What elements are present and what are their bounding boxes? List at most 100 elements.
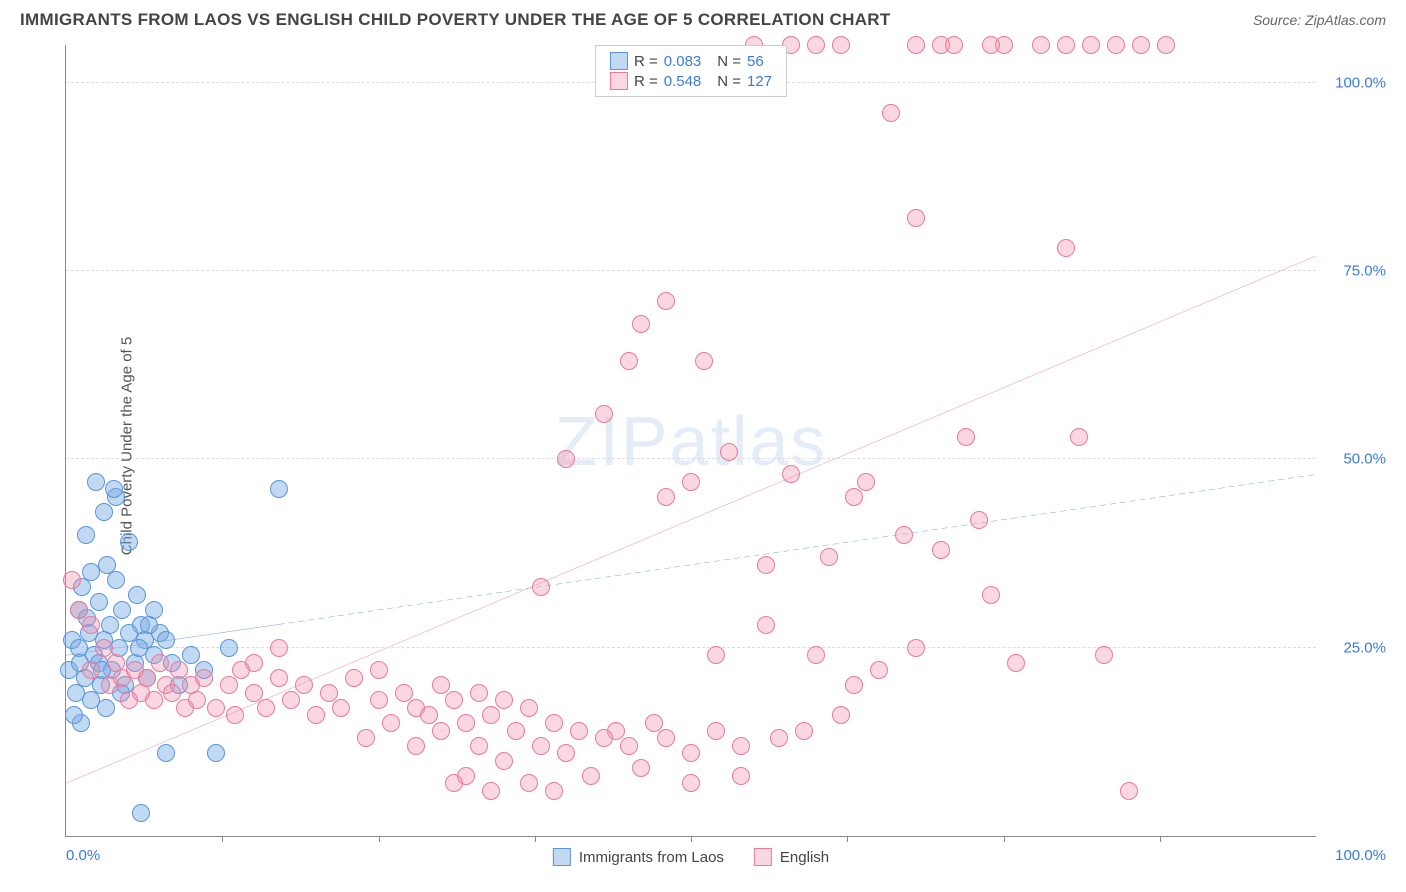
scatter-point-english: [245, 654, 263, 672]
scatter-point-english: [220, 676, 238, 694]
scatter-point-english: [1107, 36, 1125, 54]
chart-title: IMMIGRANTS FROM LAOS VS ENGLISH CHILD PO…: [20, 10, 891, 30]
scatter-point-english: [1070, 428, 1088, 446]
scatter-point-english: [957, 428, 975, 446]
scatter-point-english: [445, 691, 463, 709]
scatter-point-english: [845, 676, 863, 694]
scatter-point-english: [482, 782, 500, 800]
x-tick-mark: [222, 836, 223, 842]
scatter-point-english: [832, 706, 850, 724]
scatter-point-laos: [128, 586, 146, 604]
scatter-point-english: [845, 488, 863, 506]
scatter-point-english: [70, 601, 88, 619]
scatter-point-english: [907, 209, 925, 227]
scatter-point-english: [532, 737, 550, 755]
legend-item-laos: Immigrants from Laos: [553, 848, 724, 866]
series-legend: Immigrants from Laos English: [553, 848, 829, 866]
scatter-point-english: [807, 646, 825, 664]
trend-lines-svg: [66, 45, 1316, 836]
scatter-point-english: [170, 661, 188, 679]
scatter-point-english: [620, 352, 638, 370]
scatter-point-english: [732, 767, 750, 785]
scatter-point-english: [207, 699, 225, 717]
scatter-point-laos: [82, 563, 100, 581]
scatter-point-english: [707, 646, 725, 664]
chart-header: IMMIGRANTS FROM LAOS VS ENGLISH CHILD PO…: [0, 0, 1406, 35]
scatter-point-laos: [140, 616, 158, 634]
scatter-point-english: [932, 541, 950, 559]
scatter-point-english: [782, 465, 800, 483]
x-tick-mark: [847, 836, 848, 842]
scatter-point-laos: [107, 571, 125, 589]
scatter-point-english: [95, 639, 113, 657]
scatter-point-english: [457, 767, 475, 785]
scatter-point-english: [1082, 36, 1100, 54]
scatter-point-laos: [207, 744, 225, 762]
scatter-point-english: [545, 782, 563, 800]
scatter-point-english: [151, 654, 169, 672]
scatter-point-english: [820, 548, 838, 566]
scatter-point-laos: [130, 639, 148, 657]
scatter-point-english: [457, 714, 475, 732]
scatter-point-english: [807, 36, 825, 54]
scatter-point-laos: [157, 744, 175, 762]
y-tick-label: 50.0%: [1343, 451, 1386, 468]
x-tick-mark: [1160, 836, 1161, 842]
scatter-point-english: [1057, 239, 1075, 257]
scatter-point-english: [295, 676, 313, 694]
scatter-point-english: [720, 443, 738, 461]
y-tick-label: 25.0%: [1343, 639, 1386, 656]
scatter-point-english: [138, 669, 156, 687]
scatter-point-english: [332, 699, 350, 717]
scatter-point-english: [557, 744, 575, 762]
scatter-point-english: [707, 722, 725, 740]
scatter-point-laos: [90, 593, 108, 611]
scatter-point-english: [470, 737, 488, 755]
scatter-point-laos: [220, 639, 238, 657]
scatter-point-english: [882, 104, 900, 122]
scatter-point-english: [188, 691, 206, 709]
scatter-point-english: [795, 722, 813, 740]
x-tick-label: 100.0%: [1335, 847, 1386, 864]
gridline-y: [66, 647, 1316, 648]
scatter-point-english: [163, 684, 181, 702]
scatter-point-english: [570, 722, 588, 740]
scatter-point-english: [257, 699, 275, 717]
x-tick-mark: [379, 836, 380, 842]
scatter-point-english: [432, 722, 450, 740]
scatter-point-english: [307, 706, 325, 724]
scatter-point-english: [320, 684, 338, 702]
scatter-point-english: [682, 774, 700, 792]
scatter-point-english: [682, 744, 700, 762]
scatter-point-english: [370, 691, 388, 709]
scatter-point-english: [682, 473, 700, 491]
scatter-point-english: [582, 767, 600, 785]
scatter-point-english: [895, 526, 913, 544]
scatter-point-laos: [87, 473, 105, 491]
scatter-point-english: [420, 706, 438, 724]
scatter-point-laos: [132, 804, 150, 822]
chart-container: ZIPatlas R = 0.083 N = 56 R = 0.548 N = …: [65, 45, 1316, 837]
scatter-point-english: [1095, 646, 1113, 664]
scatter-point-english: [982, 586, 1000, 604]
x-tick-mark: [1004, 836, 1005, 842]
scatter-point-english: [226, 706, 244, 724]
scatter-point-english: [595, 729, 613, 747]
scatter-point-laos: [65, 706, 83, 724]
scatter-point-laos: [113, 601, 131, 619]
scatter-point-english: [495, 691, 513, 709]
scatter-point-english: [632, 759, 650, 777]
scatter-point-english: [970, 511, 988, 529]
scatter-point-english: [1120, 782, 1138, 800]
scatter-point-english: [657, 292, 675, 310]
legend-swatch-english: [610, 72, 628, 90]
scatter-point-english: [757, 616, 775, 634]
scatter-point-english: [82, 616, 100, 634]
scatter-point-english: [645, 714, 663, 732]
correlation-legend: R = 0.083 N = 56 R = 0.548 N = 127: [595, 45, 787, 97]
scatter-point-english: [470, 684, 488, 702]
scatter-point-english: [832, 36, 850, 54]
scatter-point-laos: [105, 480, 123, 498]
scatter-point-laos: [182, 646, 200, 664]
scatter-point-laos: [157, 631, 175, 649]
